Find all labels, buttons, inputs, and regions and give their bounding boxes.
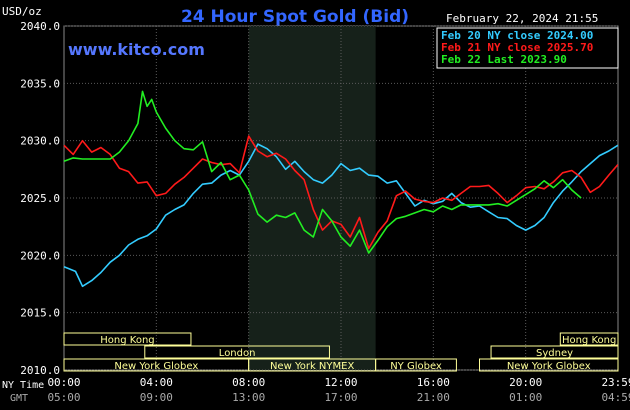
- y-tick-label-6: 2010.0: [20, 364, 60, 377]
- gmt-tick-label-2: 13:00: [232, 391, 265, 404]
- chart-title: 24 Hour Spot Gold (Bid): [181, 7, 409, 27]
- gmt-tick-label-4: 21:00: [417, 391, 450, 404]
- session-box-7: [479, 358, 619, 372]
- x-tick-label-6: 23:59: [601, 376, 630, 389]
- session-label-2: London: [219, 348, 256, 359]
- session-label-5: New York NYMEX: [270, 361, 355, 372]
- y-tick-label-0: 2040.0: [20, 20, 60, 33]
- kitco-watermark: www.kitco.com: [68, 40, 205, 59]
- gmt-tick-label-3: 17:00: [324, 391, 357, 404]
- session-box-2: [144, 345, 330, 359]
- session-box-3: [490, 345, 619, 359]
- x-tick-label-5: 20:00: [509, 376, 542, 389]
- series-line-2: [63, 90, 582, 254]
- gmt-tick-label-6: 04:59: [601, 391, 630, 404]
- legend-item-feb20: Feb 20 NY close 2024.00: [441, 29, 593, 42]
- price-series: [63, 90, 619, 288]
- gmt-tick-label-1: 09:00: [140, 391, 173, 404]
- gmt-tick-label-5: 01:00: [509, 391, 542, 404]
- ny-time-label: NY Time: [2, 380, 44, 391]
- nymex-shade: [248, 26, 376, 370]
- y-tick-label-2: 2030.0: [20, 135, 60, 148]
- session-label-0: Hong Kong: [100, 335, 154, 346]
- session-box-0: [63, 332, 192, 346]
- legend-box: [436, 27, 619, 69]
- session-label-4: New York Globex: [114, 361, 198, 372]
- grid-lines: [64, 25, 618, 371]
- legend: Feb 20 NY close 2024.00 Feb 21 NY close …: [436, 27, 619, 69]
- session-box-1: [559, 332, 619, 346]
- y-tick-label-1: 2035.0: [20, 77, 60, 90]
- session-label-1: Hong Kong: [562, 335, 616, 346]
- date-label: February 22, 2024 21:55: [446, 12, 598, 25]
- gmt-tick-label-0: 05:00: [47, 391, 80, 404]
- x-tick-label-3: 12:00: [324, 376, 357, 389]
- series-line-1: [63, 135, 619, 250]
- x-tick-label-2: 08:00: [232, 376, 265, 389]
- y-tick-label-5: 2015.0: [20, 307, 60, 320]
- legend-item-feb22: Feb 22 Last 2023.90: [441, 53, 567, 66]
- market-sessions: Hong Kong Hong Kong London Sydney New York G…: [63, 332, 619, 372]
- y-unit-label: USD/oz: [2, 5, 42, 18]
- y-tick-label-4: 2020.0: [20, 249, 60, 262]
- session-label-3: Sydney: [536, 348, 573, 359]
- x-tick-label-0: 00:00: [47, 376, 80, 389]
- session-label-7: New York Globex: [507, 361, 591, 372]
- series-line-0: [63, 143, 619, 288]
- gmt-label: GMT: [10, 393, 28, 404]
- session-box-6: [375, 358, 457, 372]
- y-axis: 2040.0 2035.0 2030.0 2025.0 2020.0 2015.0 2010…: [20, 20, 60, 377]
- x-axis: 00:00 05:00 04:00 09:00 08:00 13:00 12:00 17:00…: [47, 376, 630, 404]
- session-label-6: NY Globex: [390, 361, 442, 372]
- x-tick-label-4: 16:00: [417, 376, 450, 389]
- legend-item-feb21: Feb 21 NY close 2025.70: [441, 41, 593, 54]
- x-tick-label-1: 04:00: [140, 376, 173, 389]
- y-tick-label-3: 2025.0: [20, 192, 60, 205]
